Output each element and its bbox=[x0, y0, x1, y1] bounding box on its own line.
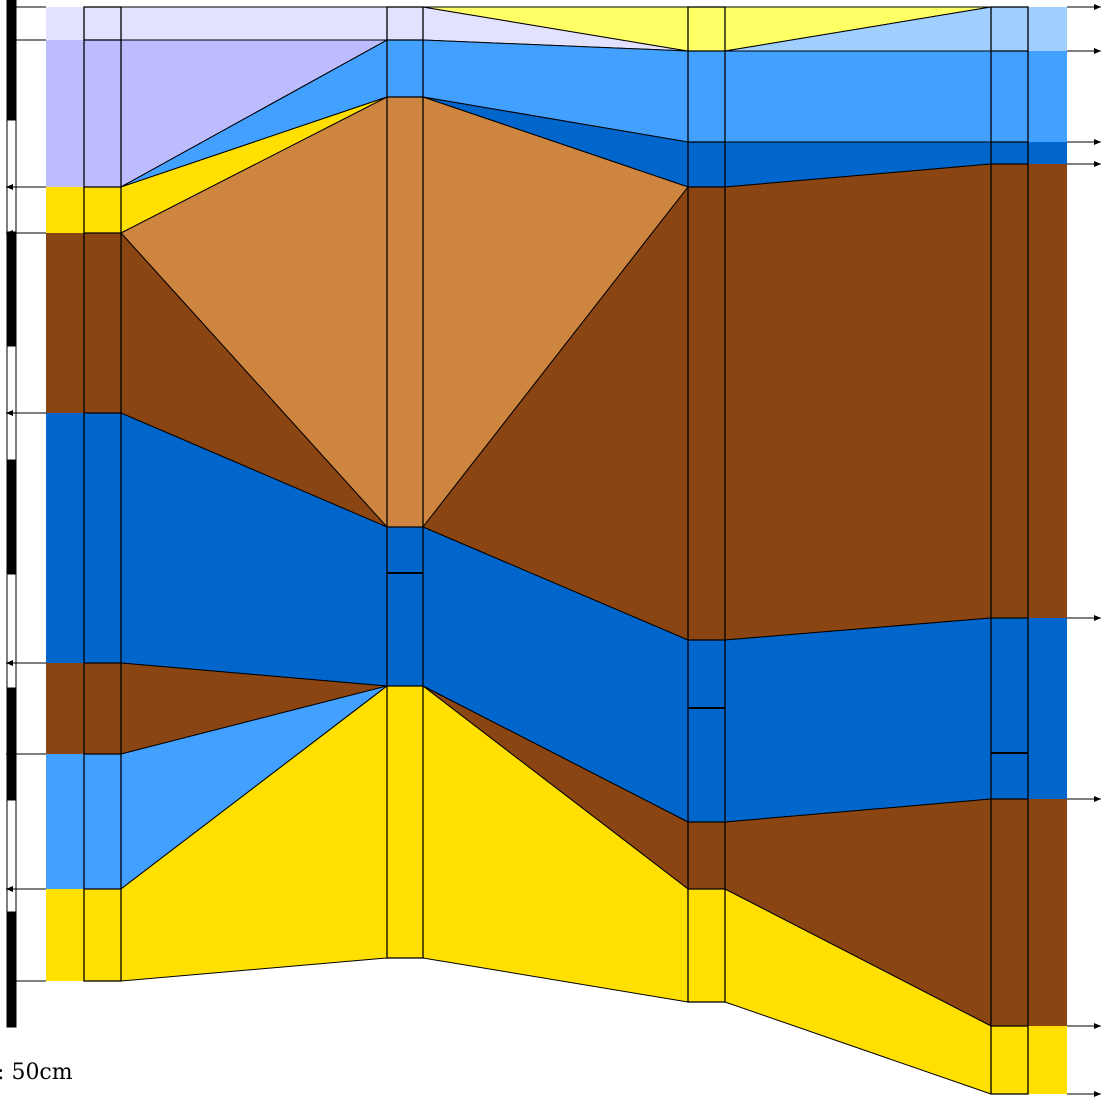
column-well bbox=[386, 6, 424, 959]
column-layer bbox=[387, 97, 423, 527]
arrowhead-icon bbox=[1094, 1023, 1101, 1029]
column-layer bbox=[991, 1026, 1067, 1094]
column-layer bbox=[688, 822, 725, 889]
column-layer bbox=[688, 7, 725, 51]
arrowhead-icon bbox=[1094, 139, 1101, 145]
scale-segment bbox=[6, 911, 17, 1028]
column-well bbox=[687, 6, 726, 1003]
scale-segment bbox=[6, 0, 17, 121]
column-layer bbox=[991, 142, 1067, 164]
column-layer bbox=[991, 51, 1067, 142]
column-well bbox=[990, 6, 1029, 1095]
correlation-band bbox=[724, 163, 992, 641]
arrowhead-icon bbox=[1094, 1091, 1101, 1097]
column-layer bbox=[387, 686, 423, 958]
arrowhead-icon bbox=[1094, 161, 1101, 167]
borehole-columns bbox=[46, 6, 1067, 1095]
column-layer bbox=[991, 164, 1067, 618]
column-layer bbox=[991, 7, 1067, 51]
arrowhead-icon bbox=[6, 660, 13, 666]
scale-segment bbox=[6, 119, 17, 233]
arrowhead-icon bbox=[1094, 4, 1101, 10]
column-layer bbox=[688, 640, 725, 822]
column-layer bbox=[991, 618, 1067, 799]
scale-segment bbox=[6, 799, 17, 913]
scale-segment bbox=[6, 573, 17, 689]
arrowhead-icon bbox=[6, 751, 13, 757]
correlation-bands bbox=[120, 6, 992, 1095]
scale-segment bbox=[6, 687, 17, 801]
correlation-band bbox=[724, 50, 992, 143]
column-layer bbox=[688, 142, 725, 187]
column-well bbox=[83, 6, 122, 982]
column-layer bbox=[387, 527, 423, 686]
column-layer bbox=[688, 889, 725, 1002]
column-layer bbox=[688, 51, 725, 142]
arrowhead-icon bbox=[6, 410, 13, 416]
scale-segment bbox=[6, 231, 17, 347]
arrowhead-icon bbox=[6, 184, 13, 190]
scale-bar bbox=[6, 0, 17, 1028]
arrowhead-icon bbox=[1094, 48, 1101, 54]
scale-segment bbox=[6, 459, 17, 575]
arrowhead-icon bbox=[6, 230, 13, 236]
arrowhead-icon bbox=[6, 886, 13, 892]
scale-label: l: 50cm bbox=[0, 1060, 73, 1085]
column-layer bbox=[688, 187, 725, 640]
scale-segment bbox=[6, 345, 17, 461]
arrowhead-icon bbox=[1094, 615, 1101, 621]
correlation-band bbox=[724, 617, 992, 823]
column-layer bbox=[387, 7, 423, 40]
column-layer bbox=[991, 799, 1067, 1026]
arrowhead-icon bbox=[1094, 796, 1101, 802]
column-layer bbox=[387, 40, 423, 97]
correlation-band bbox=[120, 6, 388, 41]
depth-markers bbox=[6, 4, 1101, 1097]
